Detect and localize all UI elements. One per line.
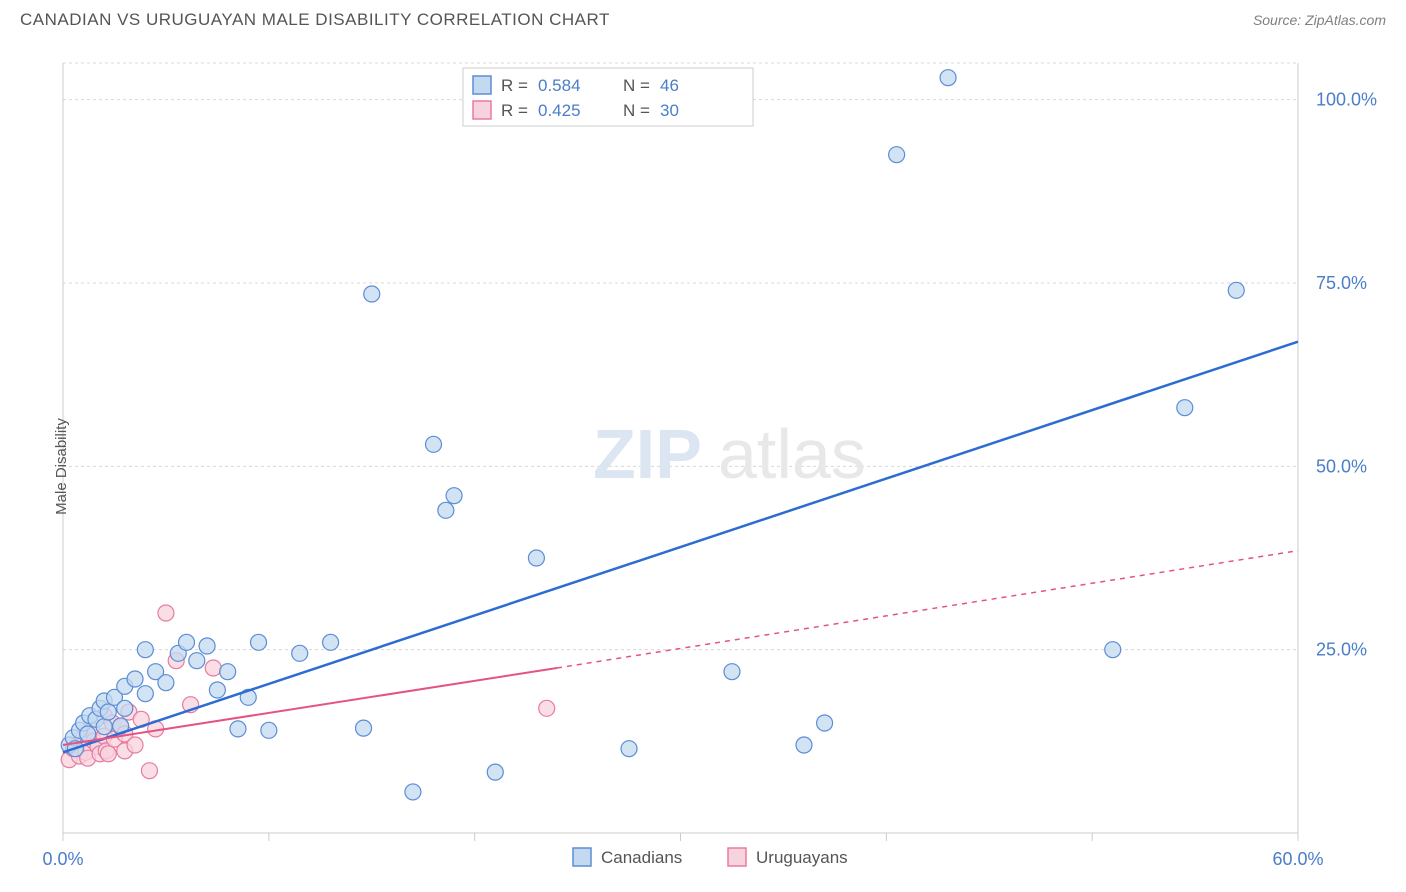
data-point [189,653,205,669]
data-point [940,70,956,86]
svg-text:ZIP: ZIP [593,415,702,493]
data-point [889,147,905,163]
data-point [220,664,236,680]
y-tick-label: 25.0% [1316,640,1367,660]
data-point [209,682,225,698]
legend-swatch-canadians [473,76,491,94]
legend-n-value-canadians: 46 [660,76,679,95]
data-point [323,634,339,650]
data-point [261,722,277,738]
chart-container: Male Disability ZIPatlas 0.0% 60.0% 25.0% 50… [18,38,1388,878]
bottom-legend-swatch-uruguayans [728,848,746,866]
data-point [356,720,372,736]
y-tick-label: 100.0% [1316,90,1377,110]
x-tick-label: 0.0% [42,849,83,869]
data-point [364,286,380,302]
data-point [100,704,116,720]
data-point [817,715,833,731]
legend-r-label: R = [501,101,528,120]
legend-r-value-canadians: 0.584 [538,76,581,95]
data-point [528,550,544,566]
trend-line-uruguayans-extrapolated [557,551,1298,668]
data-point [117,700,133,716]
legend-n-value-uruguayans: 30 [660,101,679,120]
data-point [100,746,116,762]
x-tick-label: 60.0% [1272,849,1323,869]
data-point [405,784,421,800]
data-point [1105,642,1121,658]
data-point [179,634,195,650]
data-point [1228,282,1244,298]
data-point [230,721,246,737]
data-point [446,488,462,504]
data-point [487,764,503,780]
y-tick-label: 50.0% [1316,456,1367,476]
data-point [137,686,153,702]
data-point [141,763,157,779]
bottom-legend-label-uruguayans: Uruguayans [756,848,848,867]
legend-r-label: R = [501,76,528,95]
chart-title: CANADIAN VS URUGUAYAN MALE DISABILITY CO… [20,10,610,30]
data-point [1177,400,1193,416]
data-point [251,634,267,650]
data-point [137,642,153,658]
bottom-legend-label-canadians: Canadians [601,848,682,867]
legend-r-value-uruguayans: 0.425 [538,101,581,120]
data-point [724,664,740,680]
source-label: Source: ZipAtlas.com [1253,12,1386,28]
data-point [199,638,215,654]
legend-n-label: N = [623,76,650,95]
data-point [96,719,112,735]
y-axis-label: Male Disability [53,418,70,515]
data-point [426,436,442,452]
legend-swatch-uruguayans [473,101,491,119]
data-point [796,737,812,753]
data-point [539,700,555,716]
y-tick-label: 75.0% [1316,273,1367,293]
data-point [127,671,143,687]
legend-n-label: N = [623,101,650,120]
data-point [438,502,454,518]
trend-line-canadians [63,342,1298,753]
svg-text:atlas: atlas [718,415,866,493]
data-point [127,737,143,753]
scatter-chart: ZIPatlas 0.0% 60.0% 25.0% 50.0% 75.0% 100.0% R … [18,38,1388,878]
bottom-legend-swatch-canadians [573,848,591,866]
data-point [158,675,174,691]
data-point [621,741,637,757]
data-point [158,605,174,621]
data-point [205,660,221,676]
data-point [292,645,308,661]
